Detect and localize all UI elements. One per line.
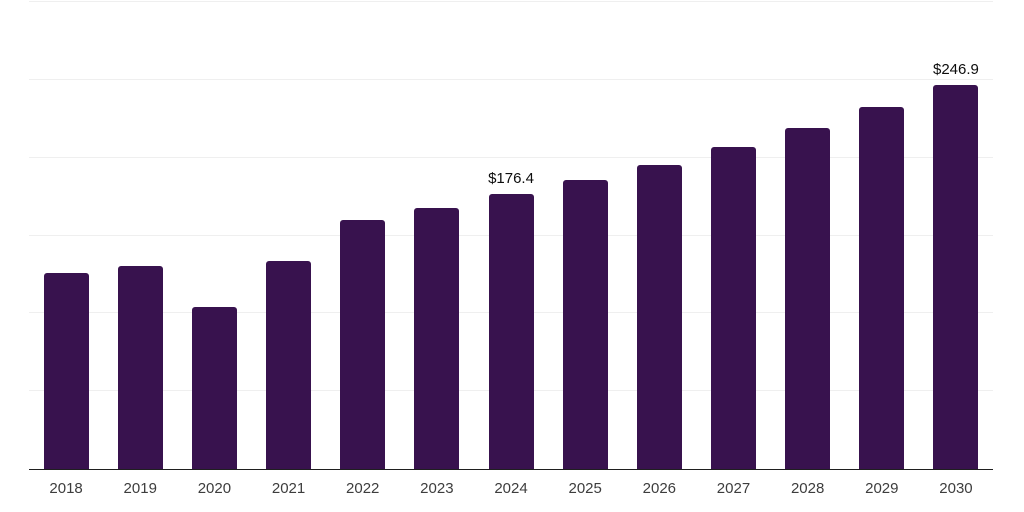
bar-slot-2030: $246.9 xyxy=(919,2,993,469)
bar-2030 xyxy=(933,84,979,469)
x-tick-label-2030: 2030 xyxy=(939,480,973,497)
bar-slot-2026 xyxy=(622,2,696,469)
bar-2020 xyxy=(191,306,237,469)
bar-2029 xyxy=(859,107,905,469)
bar-2023 xyxy=(414,207,460,469)
bar-slot-2025 xyxy=(548,2,622,469)
bar-2027 xyxy=(710,146,756,469)
x-tick-label-2026: 2026 xyxy=(642,480,677,497)
x-tick-label-2022: 2022 xyxy=(346,480,380,497)
bar-2019 xyxy=(117,265,163,469)
x-tick-label-2028: 2028 xyxy=(790,480,825,497)
bar-2028 xyxy=(785,127,831,469)
bars-container: $176.4 $246.9 xyxy=(29,2,993,469)
bar-slot-2019 xyxy=(103,2,177,469)
x-tick-label-2025: 2025 xyxy=(568,480,602,497)
bar-slot-2029 xyxy=(845,2,919,469)
plot-area: $176.4 $246.9 xyxy=(29,1,993,470)
x-tick-label-2021: 2021 xyxy=(271,480,306,497)
bar-2021 xyxy=(266,260,312,469)
x-tick-label-2020: 2020 xyxy=(197,480,232,497)
x-axis: 2018 2019 2020 2021 2022 2023 2024 2025 2026 2027… xyxy=(29,480,993,497)
bar-slot-2018 xyxy=(29,2,103,469)
bar-slot-2021 xyxy=(251,2,325,469)
bar-2022 xyxy=(340,220,386,469)
x-tick-label-2029: 2029 xyxy=(865,480,899,497)
gridline-200 xyxy=(29,156,993,158)
x-tick-label-2024: 2024 xyxy=(494,480,528,497)
x-tick-label-2018: 2018 xyxy=(49,480,83,497)
bar-slot-2020 xyxy=(177,2,251,469)
bar-2018 xyxy=(43,273,89,469)
x-tick-label-2019: 2019 xyxy=(123,480,157,497)
bar-slot-2027 xyxy=(696,2,770,469)
data-label-2024: $176.4 xyxy=(488,170,534,188)
bar-slot-2023 xyxy=(400,2,474,469)
bar-2026 xyxy=(636,164,682,469)
bar-slot-2022 xyxy=(326,2,400,469)
x-tick-label-2027: 2027 xyxy=(716,480,751,497)
x-tick-label-2023: 2023 xyxy=(420,480,454,497)
bar-2025 xyxy=(562,180,608,469)
bar-chart: $176.4 $246.9 2018 2019 2020 2021 2022 2023 202… xyxy=(29,1,993,497)
data-label-2030: $246.9 xyxy=(933,60,979,78)
bar-slot-2024: $176.4 xyxy=(474,2,548,469)
bar-2024 xyxy=(488,194,534,469)
bar-slot-2028 xyxy=(771,2,845,469)
gridline-300 xyxy=(29,1,993,2)
gridline-250 xyxy=(29,78,993,80)
